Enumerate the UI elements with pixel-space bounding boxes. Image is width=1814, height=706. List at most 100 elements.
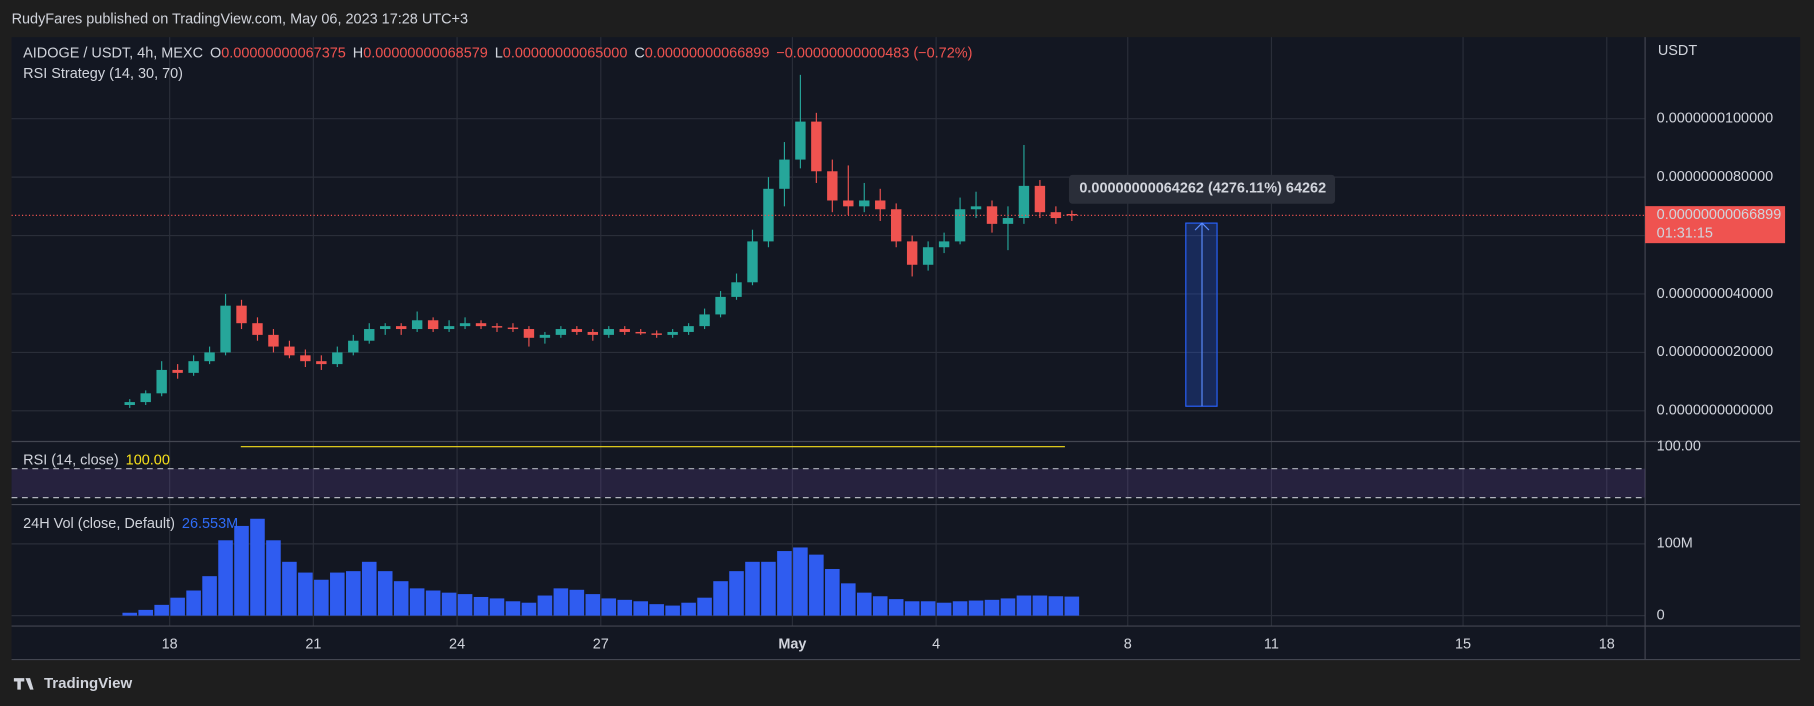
ohlc-value: 0.00000000065000 xyxy=(503,45,628,61)
volume-bar xyxy=(218,540,233,616)
y-tick-label: 0.0000000080000 xyxy=(1657,169,1774,185)
volume-bar xyxy=(665,605,680,616)
ohlc-value: 0.00000000066899 xyxy=(645,45,770,61)
currency: USDT xyxy=(1658,43,1698,59)
candle-body xyxy=(459,323,471,327)
volume-bar xyxy=(841,583,856,616)
countdown: 01:31:15 xyxy=(1657,226,1713,242)
rsi-value: 100.00 xyxy=(126,452,170,468)
volume-bar xyxy=(234,525,249,616)
volume-bar xyxy=(202,576,217,616)
candle-body xyxy=(236,305,247,324)
candle-body xyxy=(747,241,758,283)
volume-bar xyxy=(1000,598,1016,616)
volume-bar xyxy=(649,604,664,616)
volume-last: 26.553M xyxy=(182,516,238,532)
volume-bar xyxy=(1064,596,1080,616)
candle-body xyxy=(970,206,982,210)
chart-background xyxy=(11,37,1801,660)
candle-body xyxy=(795,121,806,160)
candle-body xyxy=(699,314,710,327)
publisher: RudyFares published on TradingView.com, … xyxy=(12,12,468,28)
candle-body xyxy=(475,323,487,327)
candle-body xyxy=(683,326,694,332)
candle-body xyxy=(140,393,151,403)
candle-body xyxy=(1050,212,1062,219)
candle-body xyxy=(348,340,359,353)
volume-bar xyxy=(250,518,265,616)
candle-body xyxy=(523,329,535,338)
candle-body xyxy=(491,326,503,328)
x-tick-label: 24 xyxy=(449,636,465,652)
volume-legend: 24H Vol (close, Default) 26.553M xyxy=(23,516,238,532)
change: −0.00000000000483 (−0.72%) xyxy=(776,45,972,61)
candle-body xyxy=(571,329,583,332)
candle-body xyxy=(1066,213,1078,216)
volume-bar xyxy=(298,572,313,616)
chart-layer: 18 21 24 27 May 4 8 11 15 18 0.0000000000000 0.0000… xyxy=(11,37,1801,661)
candle-body xyxy=(859,200,870,207)
candle-body xyxy=(938,241,950,248)
x-tick-label: May xyxy=(778,636,806,652)
volume-bar xyxy=(1048,596,1064,616)
candle-body xyxy=(1034,185,1046,213)
volume-bar xyxy=(122,612,138,616)
volume-bar xyxy=(282,561,297,616)
volume-bar xyxy=(425,590,441,616)
candle-body xyxy=(986,206,998,224)
volume-bar xyxy=(409,588,425,616)
volume-bar xyxy=(777,551,792,616)
ohlc-legend: AIDOGE / USDT, 4h, MEXC O0.00000000067375… xyxy=(23,45,972,61)
volume-bar xyxy=(825,568,840,616)
candle-body xyxy=(779,159,790,189)
y-tick-label: 0.0000000000000 xyxy=(1657,403,1774,419)
x-tick-label: 18 xyxy=(1599,636,1615,652)
candle-body xyxy=(284,346,295,356)
candle-body xyxy=(443,326,455,330)
x-tick-label: 4 xyxy=(932,636,940,652)
candle-body xyxy=(411,320,423,330)
last-price-box xyxy=(1645,206,1786,244)
volume-bar xyxy=(345,571,361,616)
volume-bar xyxy=(904,601,920,616)
measure-label: 0.00000000064262 (4276.11%) 64262 xyxy=(1079,181,1326,197)
volume-bar xyxy=(537,595,553,616)
volume-bar xyxy=(505,601,521,616)
x-tick-label: 27 xyxy=(593,636,609,652)
candle-body xyxy=(922,247,934,265)
volume-bar xyxy=(633,601,648,616)
volume-bar xyxy=(330,572,345,616)
volume-bar xyxy=(888,599,904,616)
candle-body xyxy=(811,121,822,172)
candle-body xyxy=(843,200,854,207)
brand-logo xyxy=(13,678,34,690)
volume-bar xyxy=(713,581,728,616)
volume-bar xyxy=(170,597,185,616)
volume-bar xyxy=(617,599,633,616)
ohlc-key: L xyxy=(495,45,503,61)
volume-bar xyxy=(377,571,393,616)
strategy: RSI Strategy (14, 30, 70) xyxy=(23,66,183,82)
volume-bar xyxy=(872,596,888,616)
candle-body xyxy=(507,327,519,330)
y-tick-label: 0.0000000040000 xyxy=(1657,286,1774,302)
candle-body xyxy=(890,209,902,242)
symbol: AIDOGE / USDT, 4h, MEXC xyxy=(23,45,203,61)
candle-body xyxy=(188,361,199,373)
candle-body xyxy=(667,331,678,335)
volume-bar xyxy=(984,599,1000,616)
y-tick-label: 0.0000000020000 xyxy=(1657,344,1774,360)
volume-tick-label: 0 xyxy=(1657,607,1665,623)
volume-bar xyxy=(856,592,872,616)
rsi-name: RSI (14, close) xyxy=(23,452,119,468)
candle-body xyxy=(635,331,646,334)
candle-body xyxy=(124,402,135,405)
volume-bar xyxy=(314,579,329,616)
measure-tooltip xyxy=(1068,174,1336,204)
volume-bar xyxy=(585,594,601,616)
x-tick-label: 18 xyxy=(162,636,178,652)
volume-bar xyxy=(457,594,473,616)
x-tick-label: 15 xyxy=(1455,636,1471,652)
